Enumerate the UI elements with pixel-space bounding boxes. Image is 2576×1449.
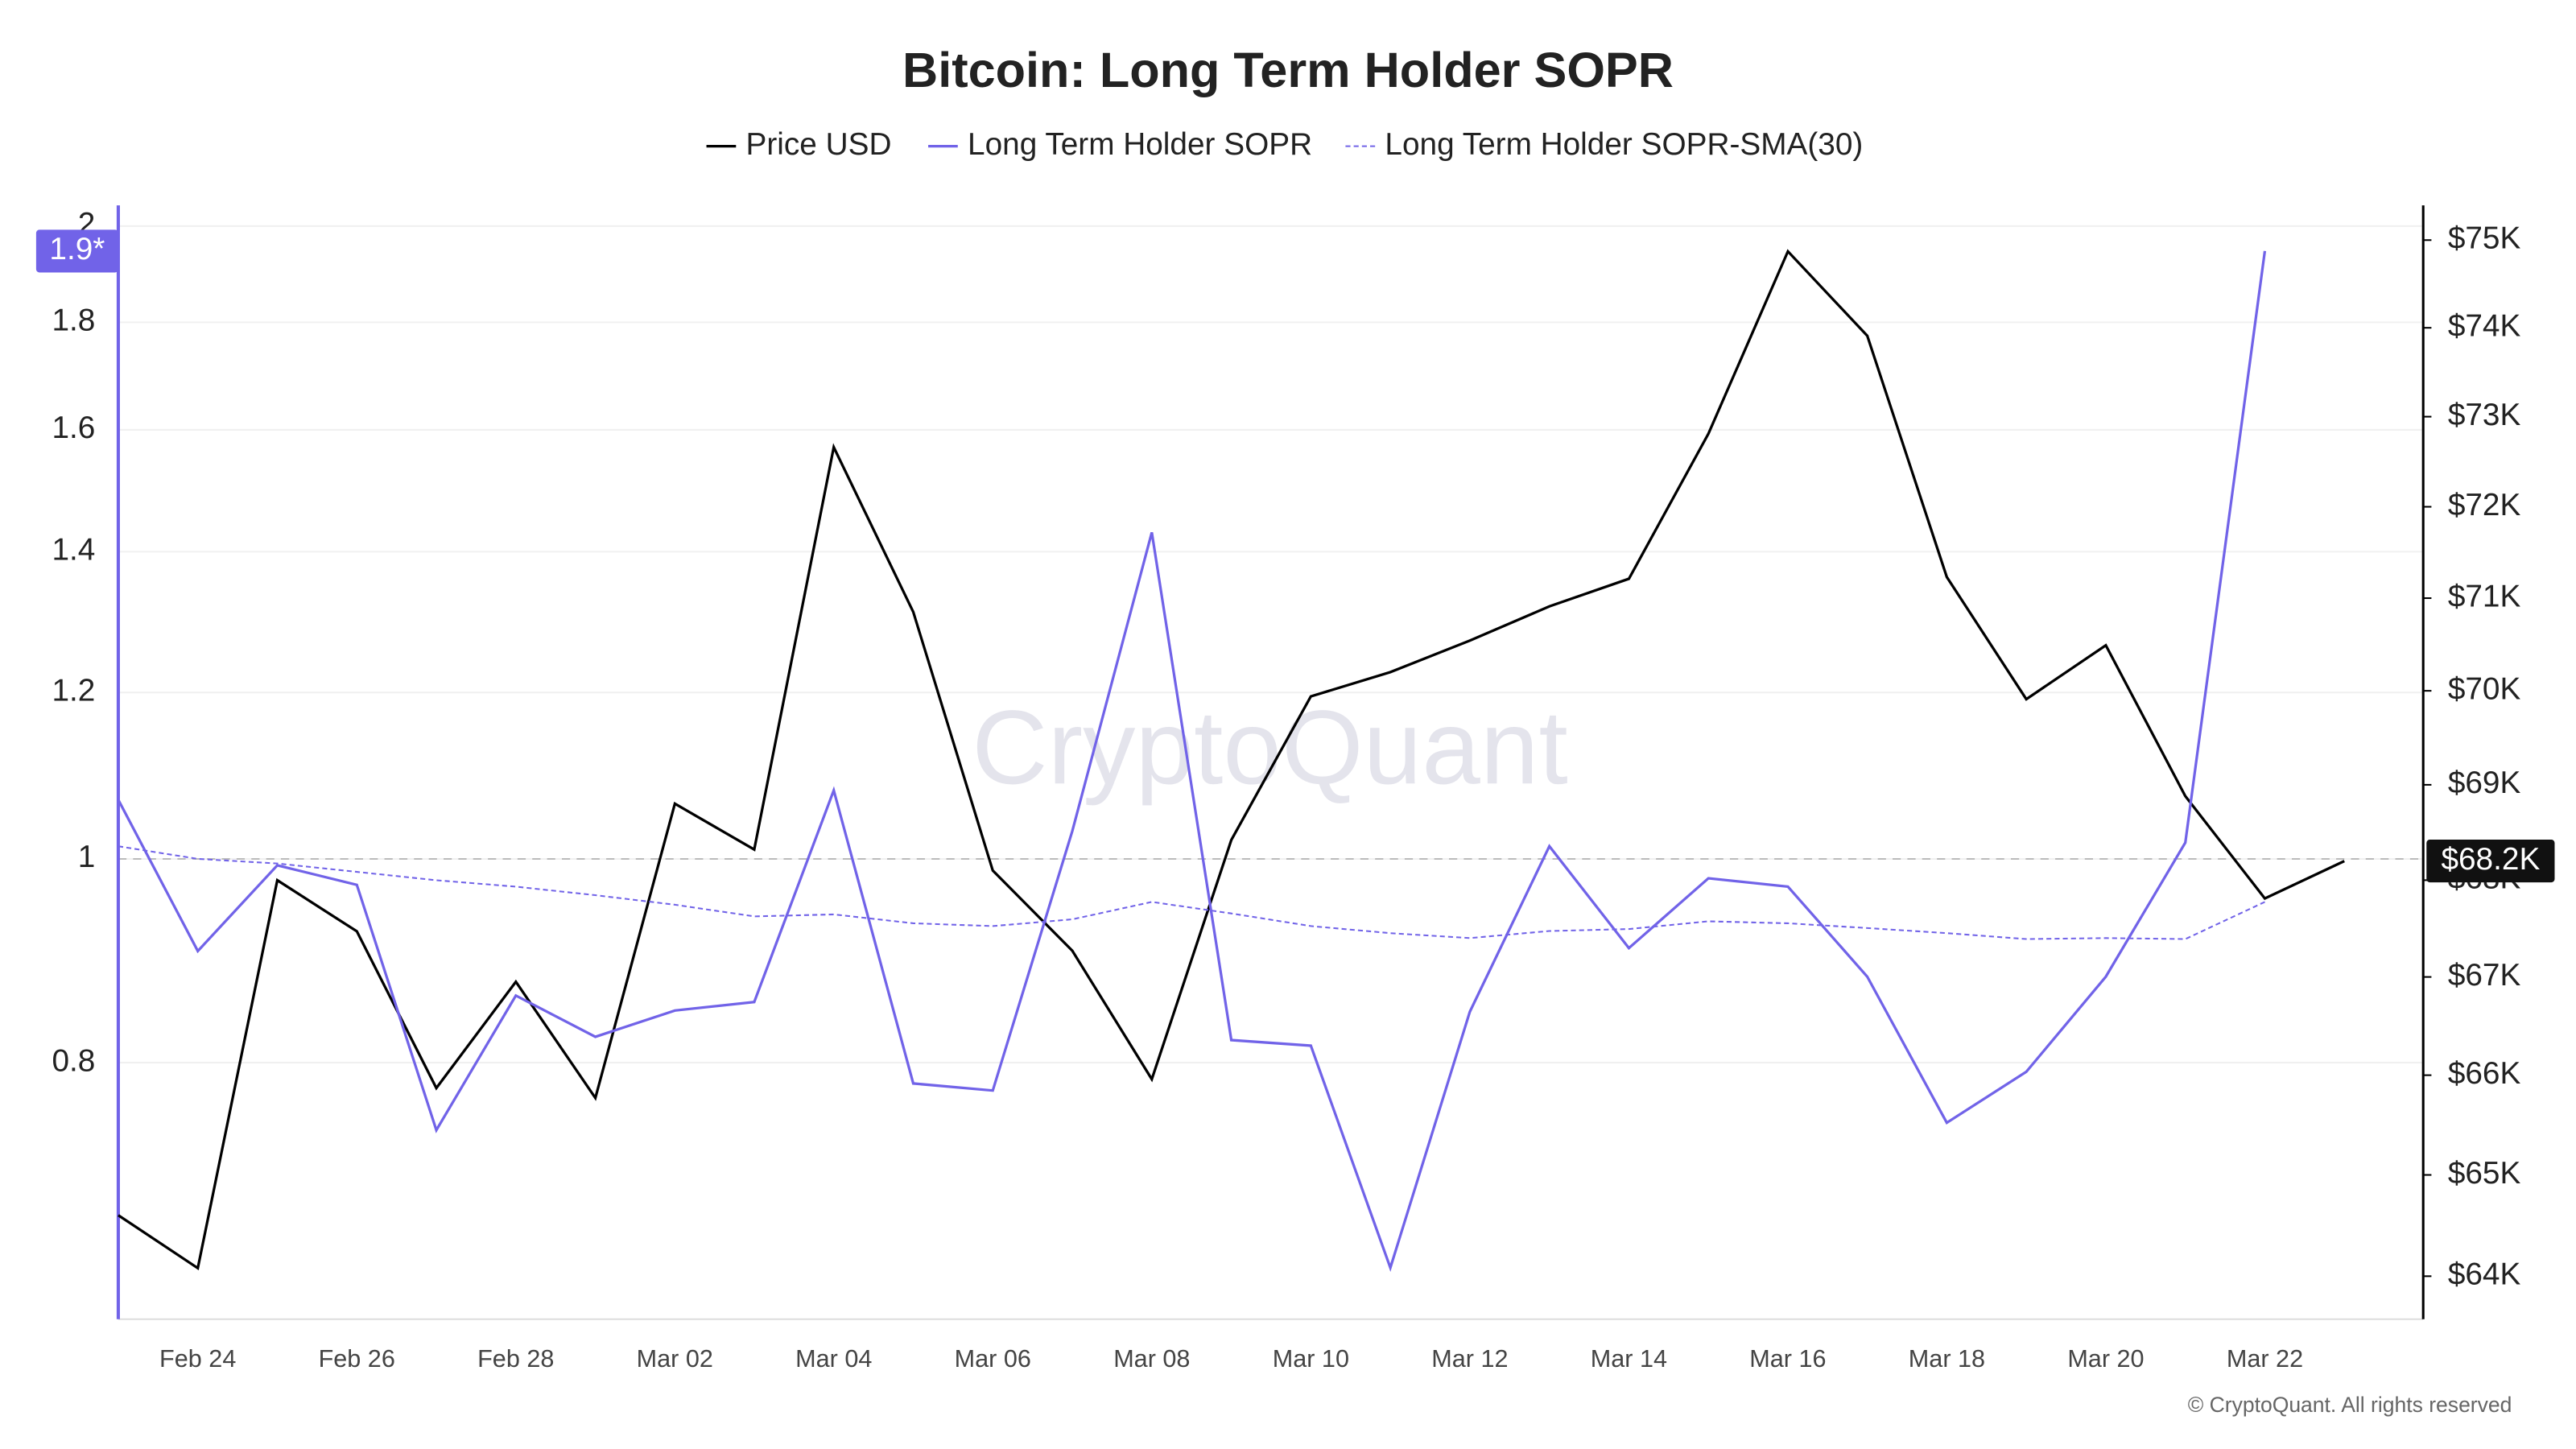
current-value-label: $68.2K [2441, 842, 2540, 877]
y2-tick-label: $66K [2448, 1056, 2521, 1091]
y2-tick-label: $65K [2448, 1156, 2521, 1191]
legend-item: Price USD [706, 127, 892, 162]
y2-tick-label: $73K [2448, 398, 2521, 432]
x-tick-label: Feb 24 [159, 1345, 236, 1373]
watermark: CryptoQuant [972, 688, 1567, 806]
x-tick-label: Mar 06 [955, 1345, 1031, 1373]
current-value-box [35, 229, 118, 273]
y2-tick-label: $71K [2448, 579, 2521, 613]
legend-item: Long Term Holder SOPR [928, 127, 1312, 162]
x-tick-label: Mar 14 [1591, 1345, 1667, 1373]
y2-tick-label: $69K [2448, 766, 2521, 800]
y2-tick-label: $72K [2448, 488, 2521, 522]
series-line [118, 845, 2265, 940]
current-value-label: 1.9* [49, 232, 105, 266]
y2-tick-label: $74K [2448, 308, 2521, 343]
y-tick-label: 1.4 [52, 533, 95, 568]
y-tick-label: 1.6 [52, 411, 95, 445]
y2-tick-label: $75K [2448, 221, 2521, 256]
current-value-marker: 1.9* [35, 229, 118, 273]
legend-label: Long Term Holder SOPR [968, 127, 1312, 162]
legend-label: Long Term Holder SOPR-SMA(30) [1385, 127, 1863, 162]
y-tick-label: 0.8 [52, 1043, 95, 1078]
series-line [117, 250, 2267, 1273]
series-line [118, 249, 2345, 1271]
footer: © CryptoQuant. All rights reserved [2188, 1393, 2512, 1417]
x-tick-label: Feb 28 [477, 1345, 554, 1373]
y2-tick-label: $67K [2448, 958, 2521, 993]
x-tick-label: Feb 26 [319, 1345, 395, 1373]
x-tick-label: Mar 18 [1909, 1345, 1985, 1373]
chart-title: Bitcoin: Long Term Holder SOPR [902, 43, 1674, 97]
x-tick-label: Mar 10 [1273, 1345, 1349, 1373]
x-tick-label: Mar 12 [1431, 1345, 1508, 1373]
y2-tick-label: $64K [2448, 1257, 2521, 1292]
legend-label: Price USD [746, 127, 892, 162]
current-value-box [2426, 840, 2555, 883]
y-tick-label: 1.8 [52, 303, 95, 338]
x-tick-label: Mar 22 [2227, 1345, 2303, 1373]
legend-item: Long Term Holder SOPR-SMA(30) [1345, 127, 1863, 162]
current-value-marker: $68.2K [2426, 840, 2555, 883]
y2-tick-label: $70K [2448, 671, 2521, 706]
x-tick-label: Mar 20 [2067, 1345, 2144, 1373]
y-tick-label: 1.2 [52, 673, 95, 708]
x-tick-label: Mar 16 [1749, 1345, 1826, 1373]
x-tick-label: Mar 02 [637, 1345, 713, 1373]
y-tick-label: 1 [78, 840, 96, 874]
x-tick-label: Mar 04 [795, 1345, 872, 1373]
x-tick-label: Mar 08 [1113, 1345, 1190, 1373]
